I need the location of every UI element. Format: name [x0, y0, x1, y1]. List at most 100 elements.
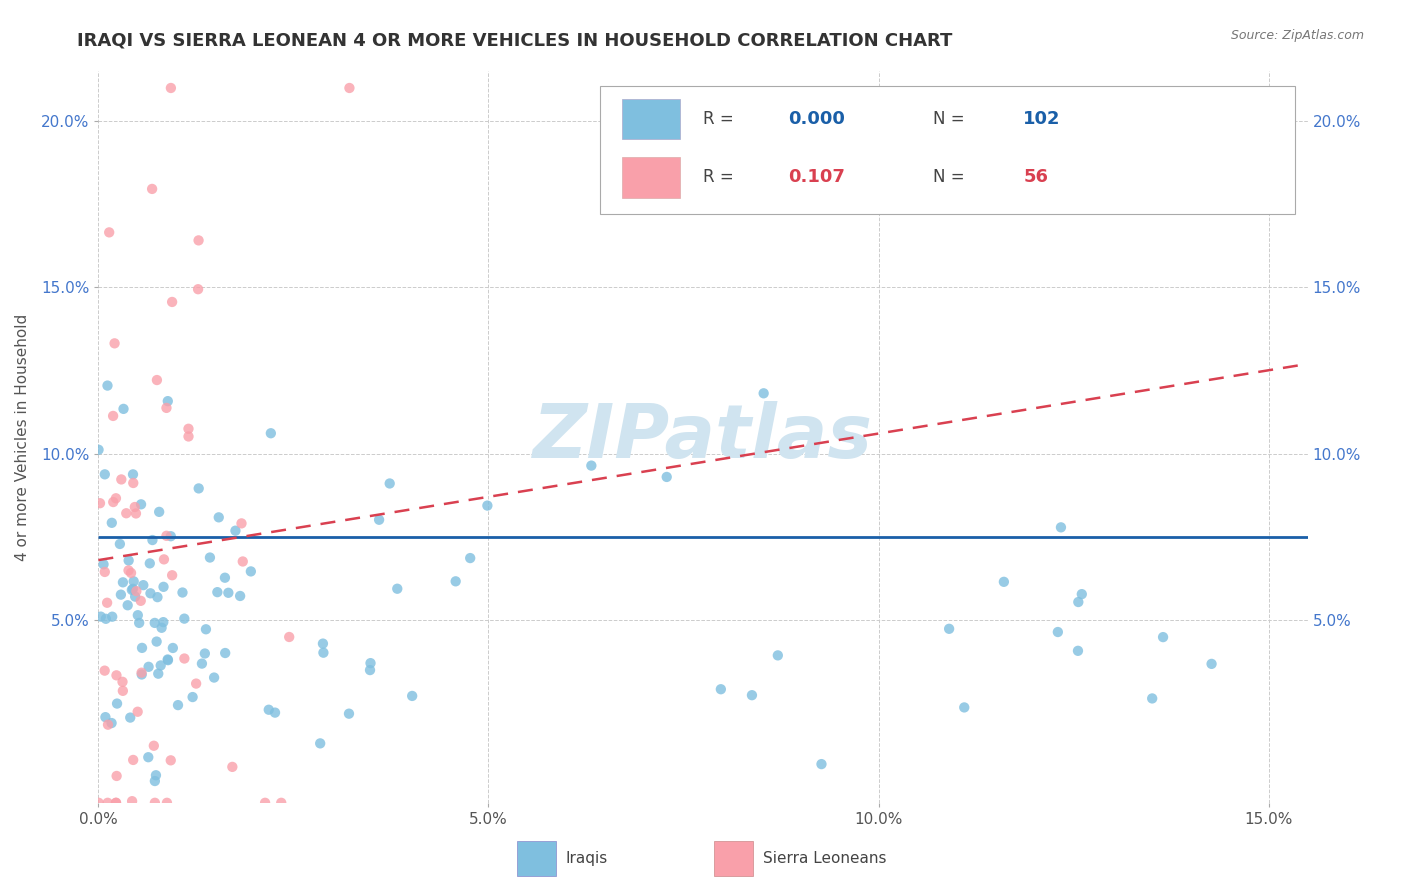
Point [94, 612, 117, 626]
FancyBboxPatch shape [600, 86, 1295, 214]
Point [105, 668, 128, 682]
Point [129, 497, 152, 511]
Point [142, 739, 165, 753]
Point [339, 81, 361, 95]
Point [214, 571, 236, 585]
Point [187, 282, 209, 296]
Point [309, 736, 332, 750]
Point [1067, 595, 1090, 609]
Point [143, 774, 166, 789]
Point [368, 513, 391, 527]
Point [221, 760, 243, 774]
Point [152, 580, 174, 594]
Point [101, 516, 124, 530]
Point [312, 646, 335, 660]
Point [254, 796, 277, 810]
Point [172, 585, 194, 599]
Point [156, 394, 179, 409]
Point [229, 589, 252, 603]
Point [239, 565, 262, 579]
Point [150, 621, 173, 635]
Text: ZIPatlas: ZIPatlas [533, 401, 873, 474]
Point [122, 467, 145, 482]
Point [581, 458, 603, 473]
Point [167, 698, 190, 712]
Point [198, 550, 221, 565]
Text: 0.107: 0.107 [787, 169, 845, 186]
Point [93, 558, 115, 572]
Point [100, 716, 122, 731]
Point [752, 386, 775, 401]
Point [155, 529, 177, 543]
Point [125, 584, 148, 599]
Point [122, 582, 145, 596]
Point [1201, 657, 1223, 671]
Point [94, 710, 117, 724]
Point [938, 622, 960, 636]
Point [148, 666, 170, 681]
Point [89, 496, 111, 510]
Point [153, 552, 176, 566]
Point [149, 658, 172, 673]
Point [112, 401, 135, 416]
Point [145, 634, 167, 648]
Point [1067, 644, 1090, 658]
Point [143, 615, 166, 630]
Point [187, 482, 209, 496]
Point [260, 426, 283, 441]
Y-axis label: 4 or more Vehicles in Household: 4 or more Vehicles in Household [15, 313, 30, 561]
Point [378, 476, 401, 491]
Point [202, 671, 225, 685]
Point [98, 226, 121, 240]
Point [232, 554, 254, 568]
Point [125, 507, 148, 521]
Point [177, 422, 200, 436]
Point [94, 565, 117, 579]
Point [101, 609, 124, 624]
Point [122, 475, 145, 490]
Point [207, 585, 229, 599]
Point [224, 524, 246, 538]
Point [162, 640, 184, 655]
Point [104, 491, 127, 506]
Text: 102: 102 [1024, 110, 1062, 128]
Point [143, 796, 166, 810]
Point [191, 657, 214, 671]
Point [159, 529, 181, 543]
Point [111, 683, 134, 698]
Point [160, 81, 183, 95]
Point [655, 470, 678, 484]
Point [121, 582, 143, 597]
Point [141, 533, 163, 547]
Point [115, 506, 138, 520]
Point [101, 409, 124, 423]
Point [217, 586, 239, 600]
Text: N =: N = [932, 110, 970, 128]
Text: 0.000: 0.000 [787, 110, 845, 128]
Point [194, 647, 217, 661]
Point [96, 378, 118, 392]
Point [146, 590, 169, 604]
Point [181, 690, 204, 704]
Point [231, 516, 253, 531]
Text: N =: N = [932, 169, 970, 186]
Point [94, 467, 117, 482]
Point [131, 640, 153, 655]
Point [194, 622, 217, 636]
Point [1152, 630, 1174, 644]
Point [120, 710, 142, 724]
Point [187, 233, 209, 247]
Point [136, 750, 159, 764]
Point [1050, 520, 1073, 534]
Point [87, 796, 110, 810]
Point [97, 717, 120, 731]
Point [173, 651, 195, 665]
Point [177, 429, 200, 443]
Text: 56: 56 [1024, 169, 1049, 186]
Point [145, 768, 167, 782]
Point [138, 660, 160, 674]
Point [444, 574, 467, 589]
Point [127, 705, 149, 719]
Point [117, 599, 139, 613]
Point [128, 615, 150, 630]
